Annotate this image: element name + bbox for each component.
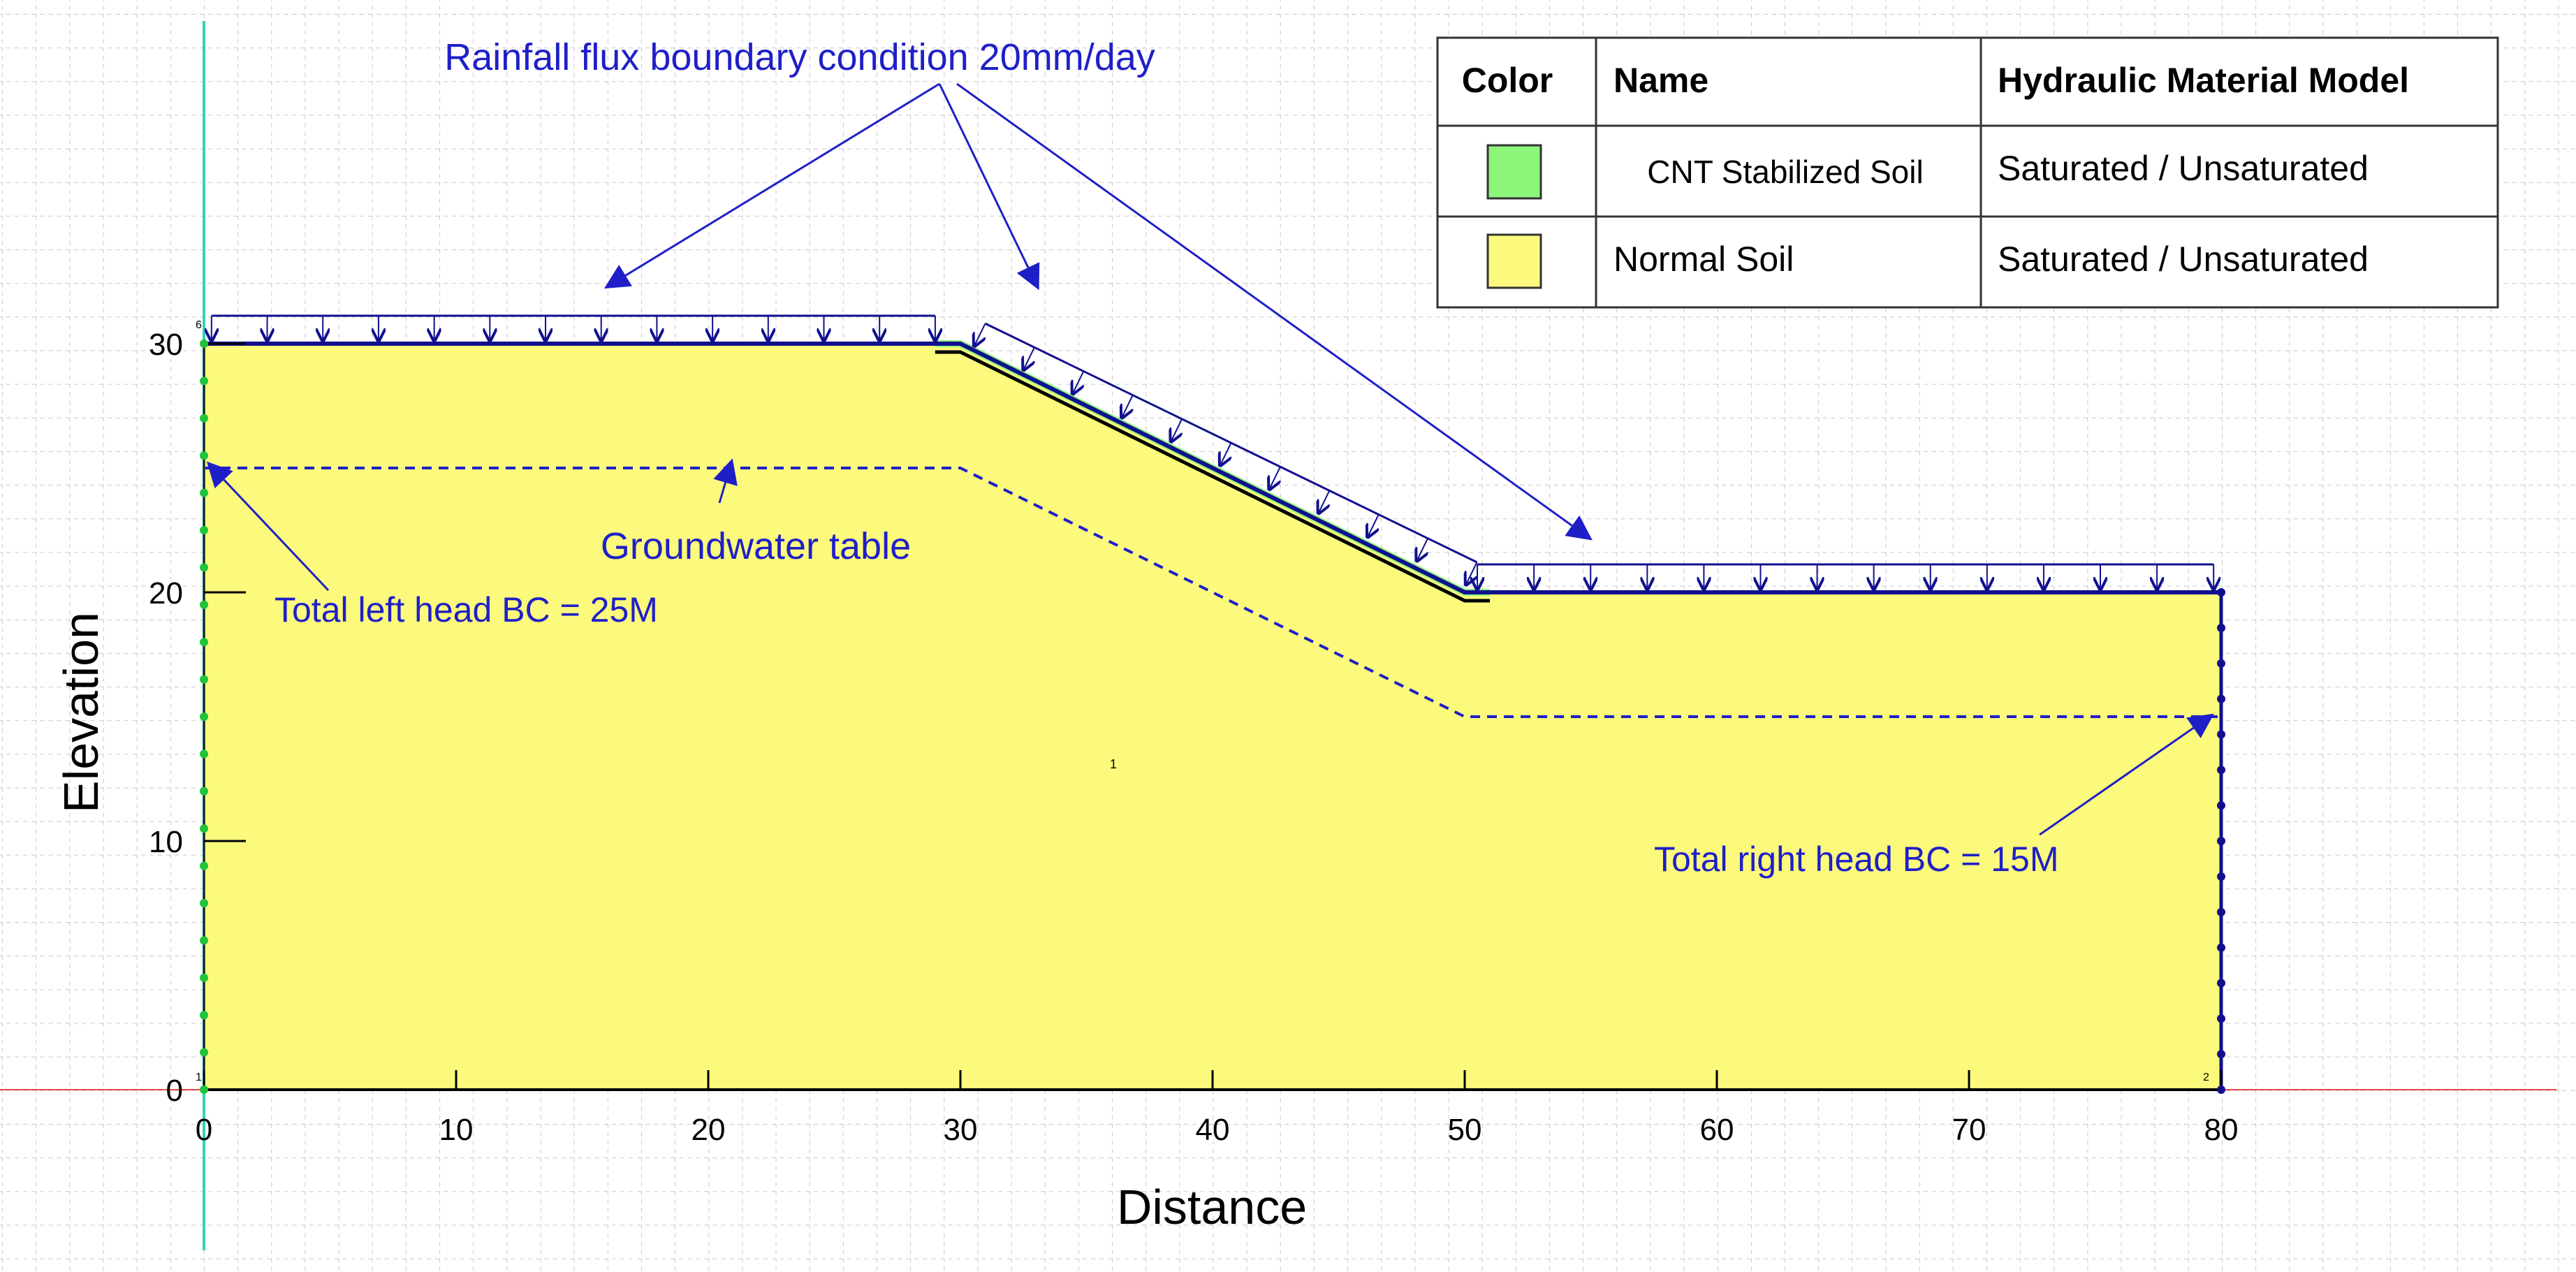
flux-arrow [1467,562,1477,584]
flux-arrow [975,323,986,345]
x-axis-title: Distance [1117,1180,1307,1234]
left-boundary-node [200,861,208,870]
left-boundary-node [200,899,208,907]
right-boundary-node [2217,1085,2225,1094]
x-tick-label: 10 [439,1113,474,1147]
right-bc-annotation: Total right head BC = 15M [1654,840,2059,879]
corner-label-bottom-left: 1 [196,1072,202,1083]
left-boundary-node [200,526,208,534]
normal-soil-region [204,344,2221,1090]
legend-header-name: Name [1613,61,1708,100]
right-bc-arrow [2039,713,2214,836]
boundary-nodes [200,339,2225,1094]
rainfall-arrow-slope [938,83,1040,291]
corner-label-top-left: 6 [196,319,202,331]
left-boundary-node [200,451,208,460]
left-boundary-node [200,600,208,609]
rainfall-arrow-bottom [956,82,1593,541]
left-boundary-node [200,973,208,982]
left-boundary-node [200,675,208,684]
right-boundary-node [2217,659,2225,668]
left-boundary-node [200,1011,208,1020]
groundwater-annotation: Groundwater table [601,525,911,567]
left-boundary-node [200,339,208,348]
flux-arrow [1073,371,1083,393]
legend-name-normal: Normal Soil [1613,240,1794,279]
right-boundary-node [2217,1050,2225,1059]
flux-arrow [1171,418,1182,441]
right-boundary-node [2217,907,2225,916]
rainfall-arrow-top [603,82,940,289]
left-boundary-node [200,563,208,572]
rainfall-flux-arrows [212,314,2213,588]
right-boundary-node [2217,694,2225,703]
x-tick-label: 50 [1448,1113,1482,1147]
right-boundary-node [2217,623,2225,632]
x-tick-label: 70 [1952,1113,1986,1147]
flux-arrow [1122,395,1133,417]
legend-header-model: Hydraulic Material Model [1998,61,2409,100]
legend-swatch-normal [1486,233,1542,289]
legend-swatch-cnt [1486,144,1542,200]
right-boundary-node [2217,801,2225,810]
corner-label-bottom-right: 2 [2203,1072,2209,1083]
left-boundary-node [200,787,208,796]
flux-arrow [1368,514,1379,536]
right-boundary-node [2217,588,2225,597]
right-boundary-node [2217,979,2225,988]
left-boundary-node [200,936,208,945]
ground-surface-line [204,342,2221,594]
right-boundary-node [2217,837,2225,845]
left-boundary-node [200,377,208,386]
right-boundary-node [2217,1014,2225,1023]
right-boundary-node [2217,943,2225,952]
flux-arrow [1221,442,1231,465]
left-boundary-node [200,488,208,497]
flux-arrow [1024,346,1034,369]
legend-name-cnt: CNT Stabilized Soil [1647,154,1923,190]
left-boundary-node [200,824,208,833]
groundwater-table-line [204,467,2221,718]
y-tick-label: 30 [149,328,183,362]
y-axis-title: Elevation [54,612,108,813]
left-boundary-node [200,712,208,721]
groundwater-arrow [713,458,738,504]
left-boundary-node [200,414,208,423]
left-boundary-node [200,1085,208,1094]
cnt-layer-bottom-edge [935,350,1491,603]
flux-arrow [1319,490,1329,512]
rainfall-annotation: Rainfall flux boundary condition 20mm/da… [444,36,1155,78]
left-boundary-node [200,638,208,647]
x-tick-label: 80 [2204,1113,2239,1147]
legend-header-color: Color [1462,61,1553,100]
axis-ticks: 0 10 20 30 40 50 60 70 80 0 10 20 30 [149,328,2238,1147]
region-label: 1 [1110,757,1117,771]
flux-arrow [1270,466,1280,488]
y-tick-label: 10 [149,825,183,859]
left-boundary-node [200,750,208,759]
x-tick-label: 60 [1700,1113,1734,1147]
right-boundary-node [2217,766,2225,775]
legend-model-cnt: Saturated / Unsaturated [1998,149,2369,188]
y-tick-label: 0 [166,1074,183,1108]
x-tick-label: 40 [1196,1113,1230,1147]
x-tick-label: 30 [944,1113,978,1147]
right-boundary-node [2217,730,2225,739]
legend-table: Color Name Hydraulic Material Model CNT … [1436,36,2499,309]
left-bc-annotation: Total left head BC = 25M [275,590,658,629]
left-bc-arrow [206,461,330,592]
left-boundary-node [200,1048,208,1057]
right-boundary-node [2217,872,2225,881]
flux-arrow [1417,538,1428,560]
x-tick-label: 20 [691,1113,726,1147]
y-tick-label: 20 [149,576,183,611]
x-tick-label: 0 [196,1113,212,1147]
legend-model-normal: Saturated / Unsaturated [1998,240,2369,279]
legend-frame [1436,36,2499,309]
